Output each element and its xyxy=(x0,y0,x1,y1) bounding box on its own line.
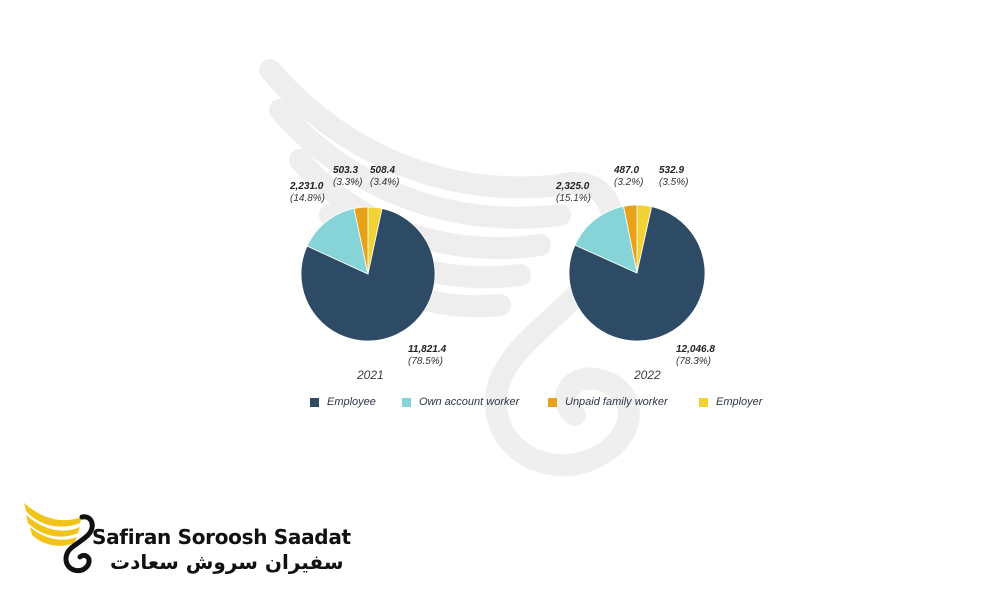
value-label-2022-employer: 532.9 xyxy=(659,165,684,176)
year-label-2021: 2021 xyxy=(357,368,384,382)
percent-label-2021-employer: (3.4%) xyxy=(370,177,399,188)
legend-swatch-employer xyxy=(699,397,708,407)
value-label-2021-employer: 508.4 xyxy=(370,165,395,176)
value-label-2021-employee: 11,821.4 xyxy=(408,344,447,355)
value-label-2022-unpaid-family-worker: 487.0 xyxy=(613,165,639,176)
pie-slice-2022-unpaid-family-worker xyxy=(623,204,638,274)
company-logo: Safiran Soroosh Saadat سفیران سروش سعادت xyxy=(22,495,351,580)
legend-label-unpaid-family-worker: Unpaid family worker xyxy=(565,396,668,408)
pie-2021 xyxy=(300,206,436,342)
year-label-2022: 2022 xyxy=(634,368,661,382)
winged-s-logo-icon xyxy=(24,503,95,574)
percent-label-2021-own-account-worker: (14.8%) xyxy=(290,193,325,204)
value-label-2021-own-account-worker: 2,231.0 xyxy=(289,181,324,192)
legend-item-employer: Employer xyxy=(699,396,762,408)
value-label-2022-employee: 12,046.8 xyxy=(676,344,715,355)
percent-label-2021-unpaid-family-worker: (3.3%) xyxy=(333,177,362,188)
legend-label-employee: Employee xyxy=(327,396,376,408)
value-label-2021-unpaid-family-worker: 503.3 xyxy=(333,165,358,176)
pie-slice-2022-employee xyxy=(568,206,706,342)
value-label-2022-own-account-worker: 2,325.0 xyxy=(555,181,590,192)
legend-swatch-employee xyxy=(310,397,319,407)
pie-slice-2022-own-account-worker xyxy=(574,205,638,274)
legend-item-own-account-worker: Own account worker xyxy=(402,396,519,408)
legend-label-own-account-worker: Own account worker xyxy=(419,396,520,408)
pie-slice-2021-employee xyxy=(300,208,436,342)
legend-swatch-own-account-worker xyxy=(402,397,411,407)
percent-label-2022-employee: (78.3%) xyxy=(676,356,711,367)
legend-item-employee: Employee xyxy=(310,396,376,408)
logo-name-english: Safiran Soroosh Saadat xyxy=(92,525,351,549)
percent-label-2022-unpaid-family-worker: (3.2%) xyxy=(614,177,643,188)
percent-label-2021-employee: (78.5%) xyxy=(408,356,443,367)
pie-slice-2021-unpaid-family-worker xyxy=(353,206,369,275)
legend-swatch-unpaid-family-worker xyxy=(548,397,557,407)
percent-label-2022-own-account-worker: (15.1%) xyxy=(556,193,591,204)
percent-label-2022-employer: (3.5%) xyxy=(659,177,688,188)
pie-2022 xyxy=(568,204,706,342)
legend: Employee Own account worker Unpaid famil… xyxy=(0,396,1000,416)
pie-slice-2021-own-account-worker xyxy=(306,207,369,275)
legend-item-unpaid-family-worker: Unpaid family worker xyxy=(548,396,668,408)
legend-label-employer: Employer xyxy=(716,396,763,408)
logo-name-persian: سفیران سروش سعادت xyxy=(110,550,344,574)
